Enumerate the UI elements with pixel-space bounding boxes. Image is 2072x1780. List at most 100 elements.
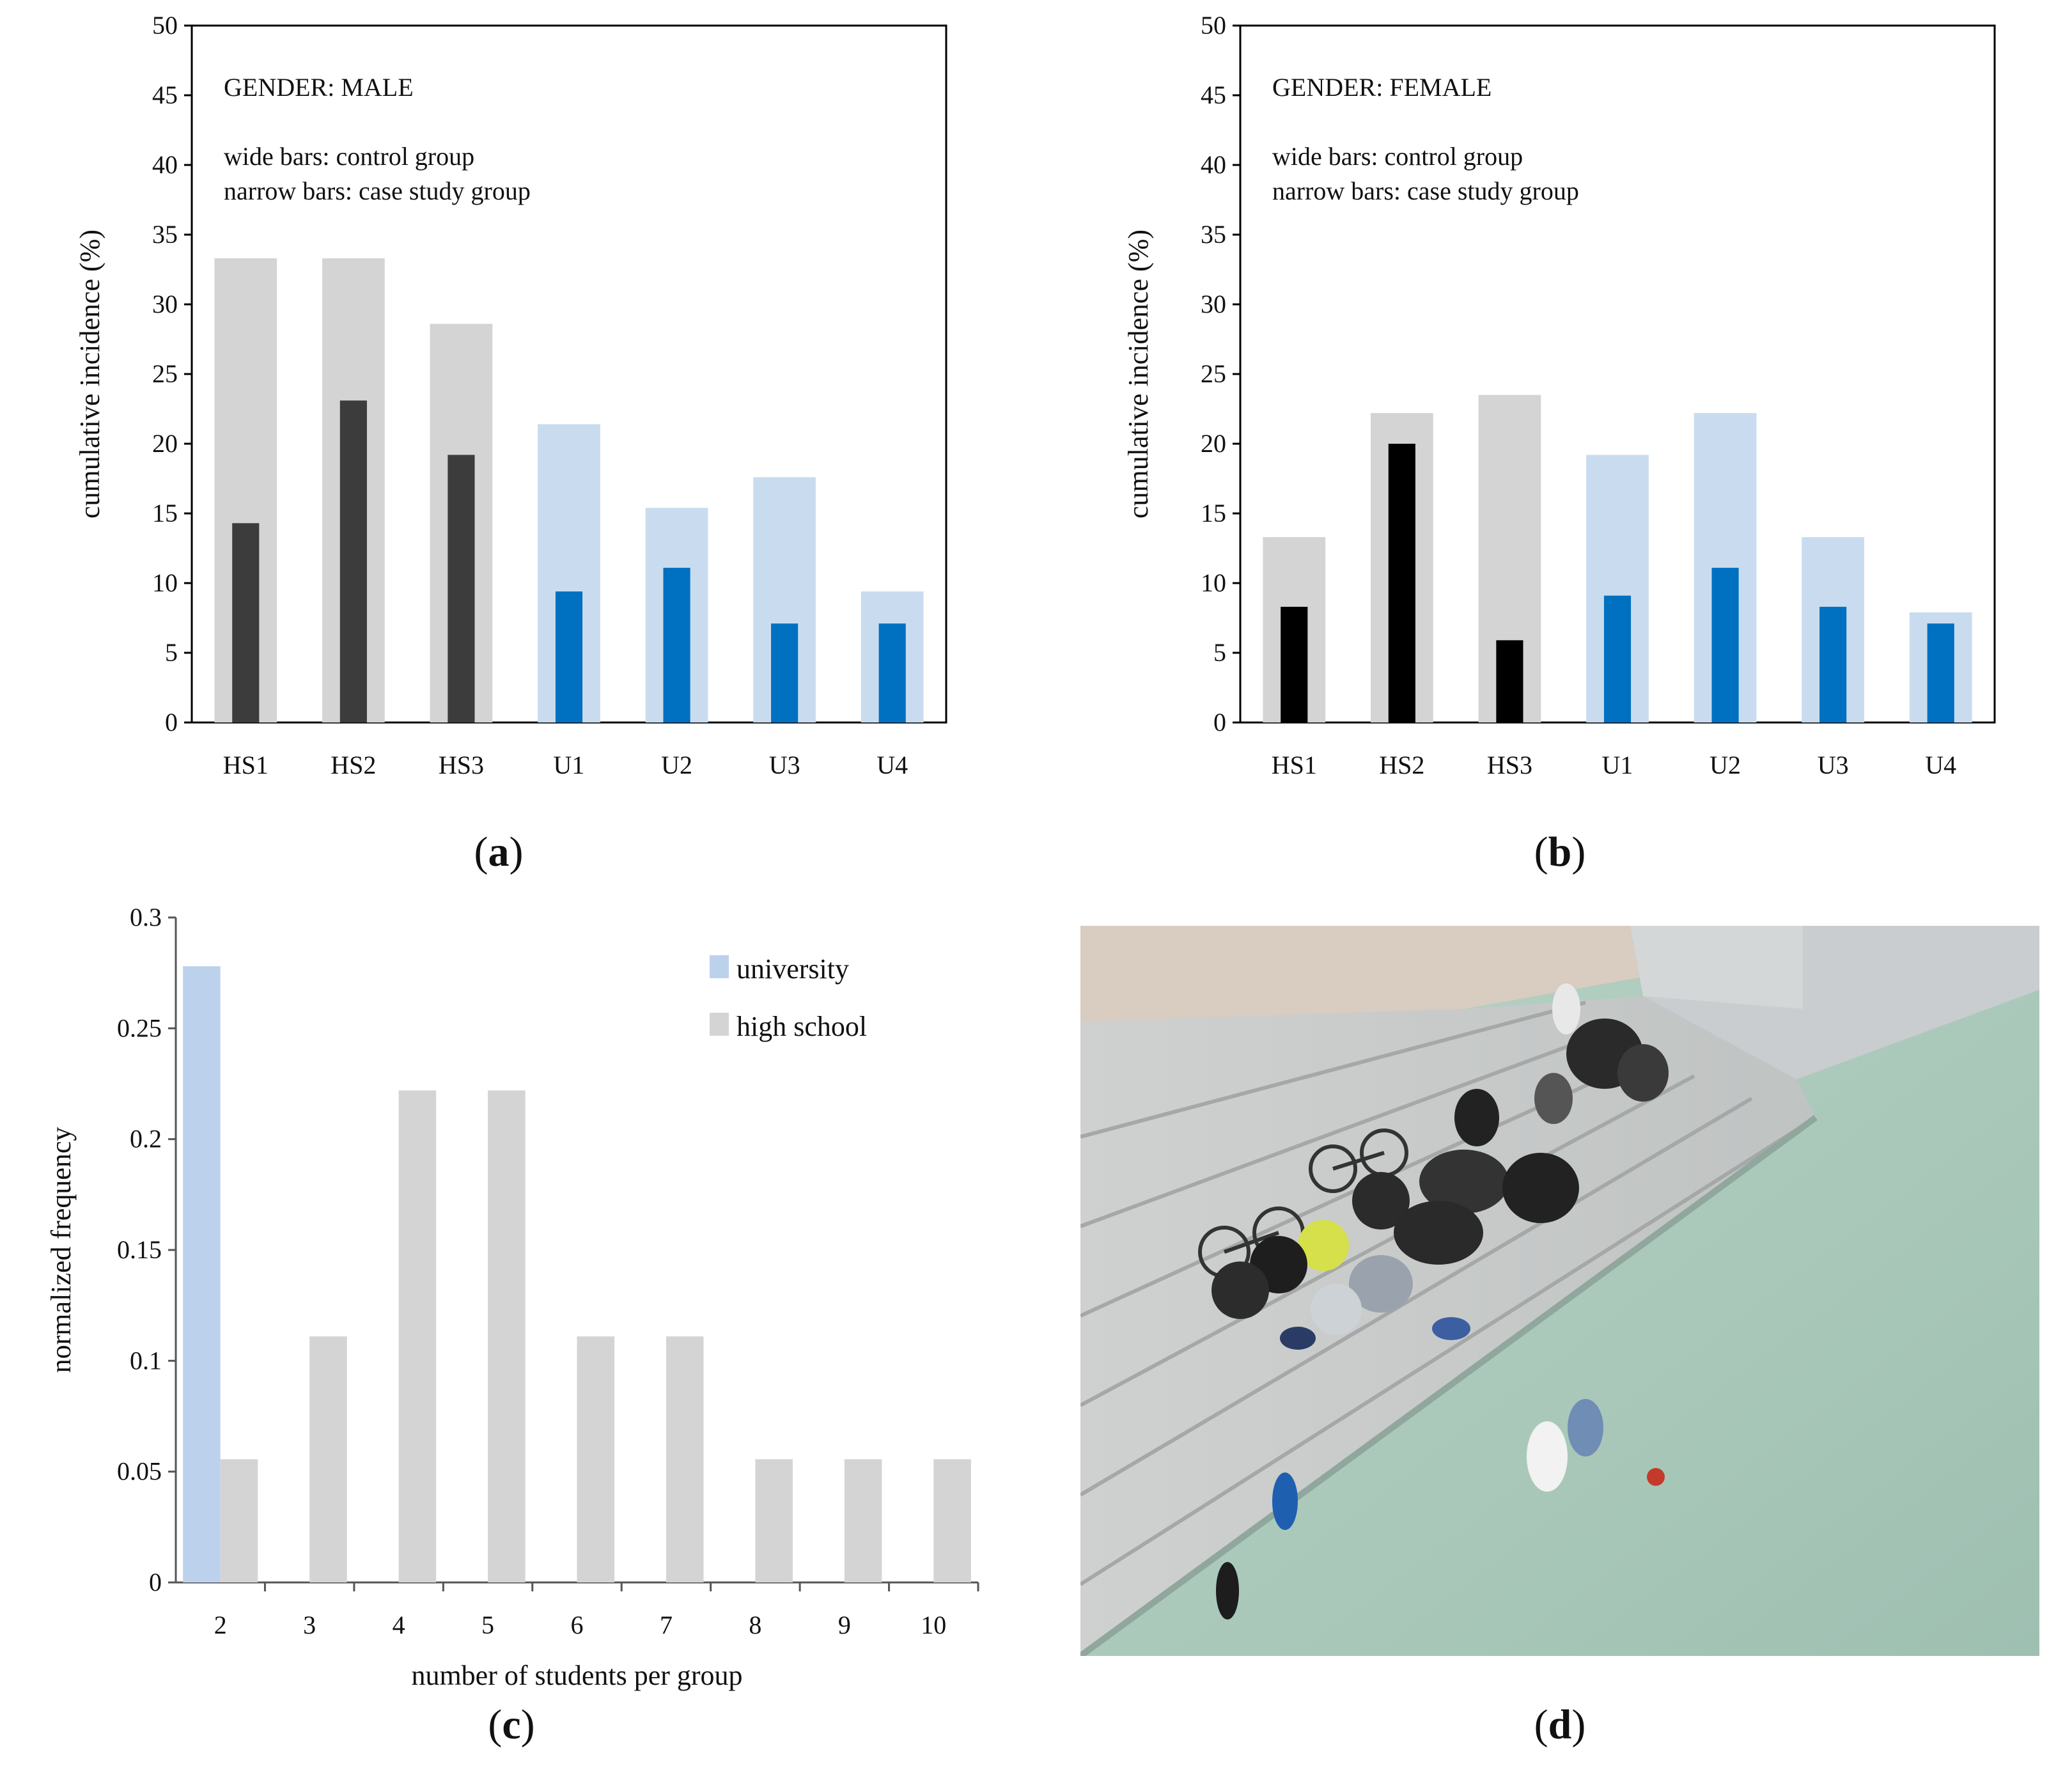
panel-label-c: (c): [488, 1701, 535, 1748]
steps-court-edge: [1080, 1114, 1818, 1656]
bar-high-school-8: [755, 1459, 793, 1582]
note-case-group: narrow bars: case study group: [224, 176, 531, 205]
y-tick-label: 0.1: [130, 1346, 162, 1375]
x-tick-label: HS2: [331, 751, 376, 779]
y-tick-label: 0: [165, 708, 178, 737]
panel-label-d: (d): [1534, 1701, 1586, 1748]
players: [1216, 1399, 1665, 1620]
bar-case-HS3: [448, 455, 475, 722]
bar-high-school-5: [488, 1090, 526, 1582]
y-tick-label: 35: [152, 220, 178, 249]
y-tick-label: 0: [149, 1568, 162, 1597]
x-tick-label: U1: [1602, 751, 1633, 779]
x-tick-label: U4: [1925, 751, 1956, 779]
note-case-group: narrow bars: case study group: [1272, 176, 1579, 205]
x-tick-label: U4: [876, 751, 908, 779]
x-axis-label: number of students per group: [411, 1660, 742, 1691]
y-axis-label: normalized frequency: [45, 1127, 77, 1373]
bar-high-school-3: [309, 1336, 347, 1582]
football: [1647, 1468, 1665, 1486]
bar-case-HS2: [1388, 444, 1415, 722]
bar-case-HS3: [1496, 640, 1523, 722]
fence: [1630, 926, 1803, 1009]
chart-title: GENDER: FEMALE: [1272, 73, 1492, 102]
chart-panel-c: 0 0.05 0.1 0.15 0.2 0.25 0.3 2 3 4 5 6 7 8 9 10 number o…: [0, 895, 1010, 1701]
bar-case-U3: [1819, 607, 1847, 722]
y-tick-label: 40: [152, 150, 178, 179]
x-tick-label: U3: [1818, 751, 1849, 779]
y-tick-label: 0.25: [117, 1013, 162, 1042]
y-tick-label: 10: [152, 568, 178, 597]
legend-label-high-school: high school: [736, 1011, 867, 1042]
y-tick-label: 45: [152, 81, 178, 109]
seated-students: [1211, 983, 1669, 1350]
y-tick-label: 0: [1213, 708, 1226, 737]
x-tick-label: 3: [303, 1611, 316, 1639]
y-tick-label: 35: [1201, 220, 1226, 249]
x-tick-label: 7: [660, 1611, 673, 1639]
x-tick-label: U3: [769, 751, 800, 779]
chart-b-svg: 0 5 10 15 20 25 30 35 40 45 50 HS1 HS2 HS3 U1 U2 U3 U4 cum…: [1123, 11, 1996, 779]
bar-high-school-6: [577, 1336, 615, 1582]
y-tick-label: 0.15: [117, 1235, 162, 1264]
y-tick-label: 0.2: [130, 1125, 162, 1153]
bar-case-HS2: [339, 400, 367, 722]
photo-panel-d: [1080, 926, 2039, 1656]
y-tick-label: 25: [1201, 359, 1226, 388]
x-tick-label: 5: [481, 1611, 494, 1639]
y-tick-label: 20: [1201, 429, 1226, 458]
bar-high-school-7: [666, 1336, 704, 1582]
x-tick-label: 10: [921, 1611, 946, 1639]
y-tick-label: 50: [152, 11, 178, 40]
x-tick-label: 9: [838, 1611, 851, 1639]
y-tick-label: 25: [152, 359, 178, 388]
x-tick-label: HS3: [1487, 751, 1532, 779]
panel-label-a: (a): [474, 829, 524, 875]
x-tick-label: U1: [554, 751, 585, 779]
bar-case-U2: [663, 568, 690, 722]
y-axis-label: cumulative incidence (%): [1123, 230, 1154, 519]
y-axis-label: cumulative incidence (%): [74, 230, 105, 519]
y-tick-label: 20: [152, 429, 178, 458]
legend-label-university: university: [736, 953, 849, 985]
x-tick-label: U2: [1710, 751, 1741, 779]
y-tick-label: 0.3: [130, 903, 162, 932]
bar-university-2: [183, 966, 221, 1582]
y-tick-label: 50: [1201, 11, 1226, 40]
chart-c-svg: 0 0.05 0.1 0.15 0.2 0.25 0.3 2 3 4 5 6 7 8 9 10 number o…: [45, 903, 979, 1691]
x-tick-label: HS2: [1379, 751, 1424, 779]
bar-case-HS1: [232, 523, 260, 722]
y-tick-label: 5: [1213, 638, 1226, 667]
y-tick-label: 5: [165, 638, 178, 667]
y-tick-label: 10: [1201, 568, 1226, 597]
chart-a-svg: 0 5 10 15 20 25 30 35 40 45 50 HS1 HS2 HS3 U1 U2 U3 U4 cum…: [74, 11, 947, 779]
x-tick-label: 4: [393, 1611, 405, 1639]
bar-high-school-2: [220, 1459, 258, 1582]
bar-case-U1: [1603, 595, 1632, 722]
x-tick-label: 2: [214, 1611, 227, 1639]
bar-case-U4: [878, 623, 906, 722]
bar-case-U3: [771, 623, 798, 722]
bar-case-U2: [1711, 568, 1739, 722]
x-tick-label: HS3: [439, 751, 484, 779]
bar-case-HS1: [1281, 607, 1308, 722]
chart-panel-b: 0 5 10 15 20 25 30 35 40 45 50 HS1 HS2 HS3 U1 U2 U3 U4 cum…: [1048, 0, 2059, 780]
y-tick-label: 40: [1201, 150, 1226, 179]
bar-high-school-9: [844, 1459, 882, 1582]
x-tick-label: 6: [571, 1611, 584, 1639]
upper-plaza: [1080, 926, 1656, 1022]
bar-case-U1: [555, 591, 583, 722]
bar-high-school-10: [933, 1459, 971, 1582]
panel-label-b: (b): [1534, 829, 1586, 875]
x-tick-label: 8: [749, 1611, 761, 1639]
legend-swatch-university: [710, 955, 729, 978]
y-tick-label: 45: [1201, 81, 1226, 109]
y-tick-label: 15: [1201, 499, 1226, 527]
y-tick-label: 15: [152, 499, 178, 527]
bar-case-U4: [1927, 623, 1954, 722]
students-on-steps-photo: [1080, 926, 2039, 1656]
y-tick-label: 30: [1201, 290, 1226, 318]
bar-high-school-4: [398, 1090, 437, 1582]
note-control-group: wide bars: control group: [1272, 142, 1523, 171]
x-tick-label: HS1: [1272, 751, 1317, 779]
